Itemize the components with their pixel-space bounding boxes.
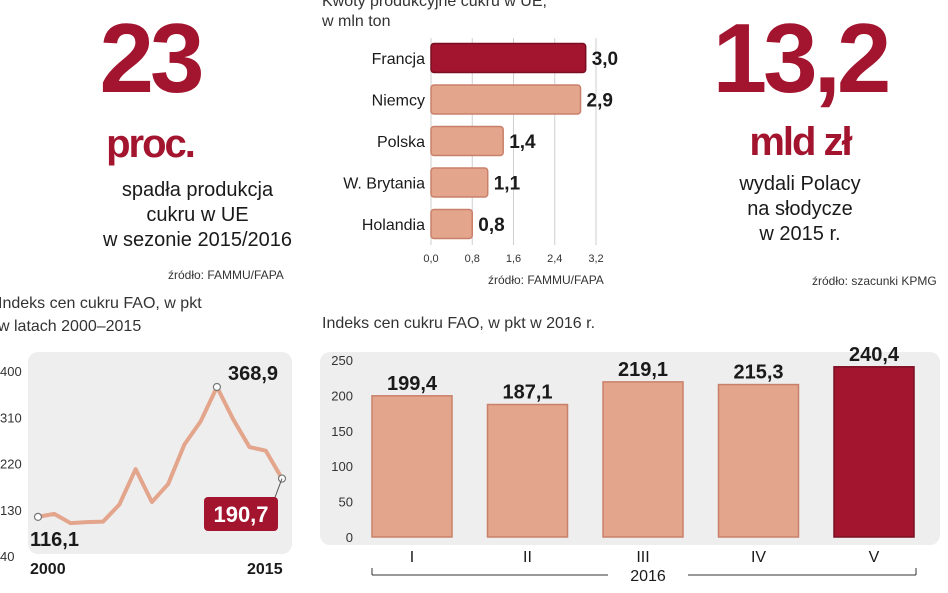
stat-right-caption: wydali Polacy na słodycze w 2015 r.	[710, 172, 890, 247]
chart3-value-label: 215,3	[733, 362, 783, 384]
stat-left-caption-line: cukru w UE	[146, 204, 249, 226]
chart1-xtick-label: 0,8	[465, 253, 480, 265]
chart1-category-label: Francja	[372, 51, 425, 68]
stat-left-caption: spadła produkcja cukru w UE w sezonie 20…	[95, 178, 300, 253]
chart2-end-box	[204, 497, 278, 531]
stat-right-unit: mld zł	[749, 120, 852, 164]
chart2-series-line	[37, 384, 284, 526]
chart1-xtick-label: 1,6	[506, 253, 521, 265]
stat-right-caption-line: na słodycze	[747, 198, 853, 220]
chart3-category-label: I	[410, 549, 414, 566]
chart1-xtick-label: 0,0	[423, 253, 438, 265]
chart1-source: źródło: FAMMU/FAPA	[488, 273, 604, 287]
chart1-bar	[430, 42, 587, 74]
chart2-line: 40 130 220 310 400 116,1 368,9 190,7 2000 2015	[0, 352, 292, 578]
chart3-bar	[833, 366, 915, 538]
chart2-title-line: Indeks cen cukru FAO, w pkt	[0, 295, 202, 312]
stat-right-caption-line: wydali Polacy	[739, 173, 861, 195]
stat-left-unit: proc.	[106, 122, 196, 166]
chart3-value-label: 219,1	[618, 359, 668, 381]
chart2-max-label: 368,9	[228, 363, 278, 385]
chart3-value-label: 187,1	[502, 382, 552, 404]
chart2-xlabel-end: 2015	[247, 561, 283, 578]
chart3-bar: 0 50 100 150 200 250 199,4 I 187,1 II 219,1 III 215,…	[320, 344, 940, 585]
chart2-ytick-label: 220	[0, 457, 22, 472]
chart2-start-label: 116,1	[30, 529, 79, 551]
chart1-title: Kwoty produkcyjne cukru w UE, w mln ton	[322, 0, 547, 32]
chart3-value-label: 199,4	[387, 373, 438, 395]
chart3-ytick-label: 200	[331, 388, 353, 403]
chart3-bar	[602, 381, 684, 538]
chart3-category-label: IV	[751, 549, 766, 566]
stat-right-source: źródło: szacunki KPMG	[812, 274, 937, 288]
chart2-ytick-label: 40	[0, 549, 14, 564]
chart1-value-label: 0,8	[478, 215, 504, 236]
chart2-ytick-label: 310	[0, 410, 22, 425]
chart2-point	[33, 512, 43, 521]
stat-left-caption-line: w sezonie 2015/2016	[102, 229, 293, 251]
chart1-xtick-label: 3,2	[588, 253, 603, 265]
chart1-category-label: Polska	[377, 134, 425, 151]
chart1-value-label: 1,4	[509, 132, 536, 153]
chart1-bar	[430, 167, 489, 198]
chart3-bar	[717, 383, 800, 538]
chart2-title: Indeks cen cukru FAO, w pkt w latach 200…	[0, 292, 202, 338]
chart3-value-label: 240,4	[849, 344, 900, 366]
chart1-title-line: Kwoty produkcyjne cukru w UE,	[322, 0, 547, 10]
chart1-category-label: Niemcy	[372, 93, 425, 110]
chart1-category-label: W. Brytania	[343, 176, 425, 193]
chart3-bar	[486, 403, 569, 538]
chart2-title-line: w latach 2000–2015	[0, 318, 142, 335]
chart1-value-label: 2,9	[587, 91, 613, 112]
chart2-ytick-label: 130	[0, 503, 22, 518]
stat-right-number: 13,2	[712, 3, 892, 113]
chart1-value-label: 1,1	[494, 174, 521, 195]
stat-left-source: źródło: FAMMU/FAPA	[168, 268, 284, 282]
chart3-ytick-label: 50	[339, 495, 353, 510]
chart3-xlabel: 2016	[630, 568, 666, 585]
chart1-hbar: 0,0 0,8 1,6 2,4 3,2 Francja 3,0 Niemcy 2,9 Polska…	[343, 38, 618, 287]
stat-right-caption-line: w 2015 r.	[759, 223, 841, 245]
chart3-ytick-label: 150	[331, 424, 353, 439]
stat-left-caption-line: spadła produkcja	[121, 179, 274, 201]
chart2-xlabel-start: 2000	[30, 561, 66, 578]
chart1-title-line: w mln ton	[322, 13, 391, 30]
chart2-end-label: 190,7	[213, 502, 268, 527]
chart1-bar	[430, 125, 504, 157]
chart2-end-leader	[273, 478, 283, 501]
chart1-xtick-label: 2,4	[547, 253, 562, 265]
chart3-ytick-label: 100	[331, 459, 353, 474]
chart2-ytick-label: 400	[0, 364, 22, 379]
chart1-bar	[430, 208, 473, 240]
chart1-bar	[430, 84, 582, 115]
stat-left-number: 23	[99, 3, 204, 113]
chart2-point	[212, 382, 222, 392]
chart3-bar	[371, 395, 453, 538]
chart3-title: Indeks cen cukru FAO, w pkt w 2016 r.	[322, 315, 596, 332]
chart3-ytick-label: 0	[346, 530, 353, 545]
chart3-category-label: V	[869, 549, 880, 566]
chart3-ytick-label: 250	[331, 353, 353, 368]
chart3-category-label: III	[636, 549, 649, 566]
chart1-category-label: Holandia	[362, 217, 425, 234]
chart3-category-label: II	[523, 549, 532, 566]
chart1-value-label: 3,0	[592, 49, 618, 70]
